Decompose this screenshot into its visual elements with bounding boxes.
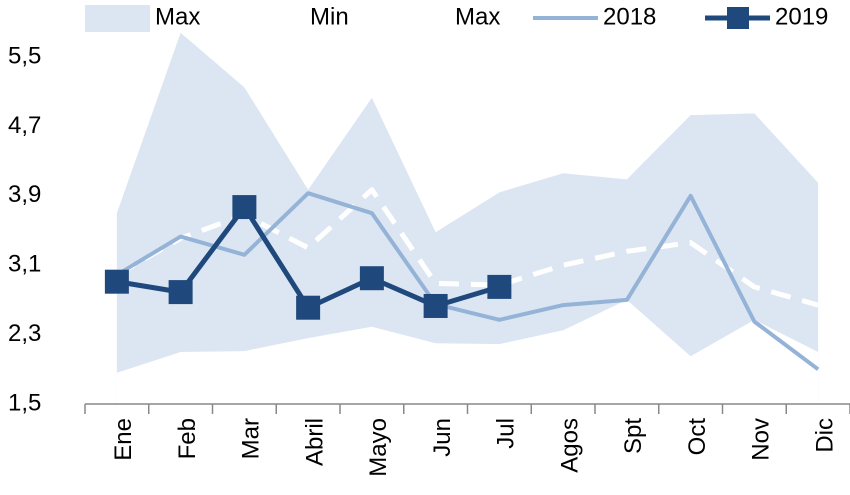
x-tick-label: Dic xyxy=(811,418,838,453)
area xyxy=(116,299,819,404)
x-tick-label: Jun xyxy=(429,418,456,457)
y-tick-label: 2,3 xyxy=(8,320,41,347)
x-tick-label: Mayo xyxy=(365,418,392,477)
x-tick-label: Jul xyxy=(493,418,520,449)
y-tick-label: 3,1 xyxy=(8,251,41,278)
marker xyxy=(104,269,129,294)
marker xyxy=(423,293,448,318)
y-tick-label: 5,5 xyxy=(8,42,41,69)
x-tick-label: Nov xyxy=(748,418,775,461)
area xyxy=(116,32,819,404)
marker xyxy=(168,280,193,305)
x-tick-label: Spt xyxy=(620,418,647,454)
marker xyxy=(359,266,384,291)
x-tick-label: Abril xyxy=(301,418,328,466)
y-tick-label: 1,5 xyxy=(8,389,41,416)
y-tick-label: 4,7 xyxy=(8,112,41,139)
x-tick-label: Oct xyxy=(684,418,711,456)
x-tick-label: Feb xyxy=(174,418,201,459)
x-tick-label: Mar xyxy=(238,418,265,459)
x-tick-label: Ene xyxy=(110,418,137,461)
y-tick-label: 3,9 xyxy=(8,181,41,208)
legend-marker xyxy=(727,7,749,29)
legend-label: 2019 xyxy=(775,3,828,30)
legend-label: Max xyxy=(455,3,500,30)
marker xyxy=(296,295,321,320)
legend-label: Min xyxy=(310,3,349,30)
legend-swatch xyxy=(240,5,305,32)
legend-label: Max xyxy=(155,3,200,30)
marker xyxy=(487,274,512,299)
legend-swatch xyxy=(85,5,150,32)
marker xyxy=(232,195,257,220)
line xyxy=(115,191,820,371)
legend-label: 2018 xyxy=(603,3,656,30)
x-tick-label: Agos xyxy=(556,418,583,473)
